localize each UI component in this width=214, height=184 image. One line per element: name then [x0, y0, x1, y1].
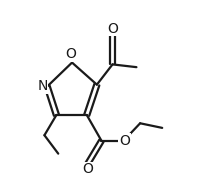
Text: N: N: [37, 79, 48, 93]
Text: O: O: [119, 134, 130, 148]
Text: O: O: [65, 47, 76, 61]
Text: O: O: [107, 22, 118, 36]
Text: O: O: [83, 162, 94, 176]
